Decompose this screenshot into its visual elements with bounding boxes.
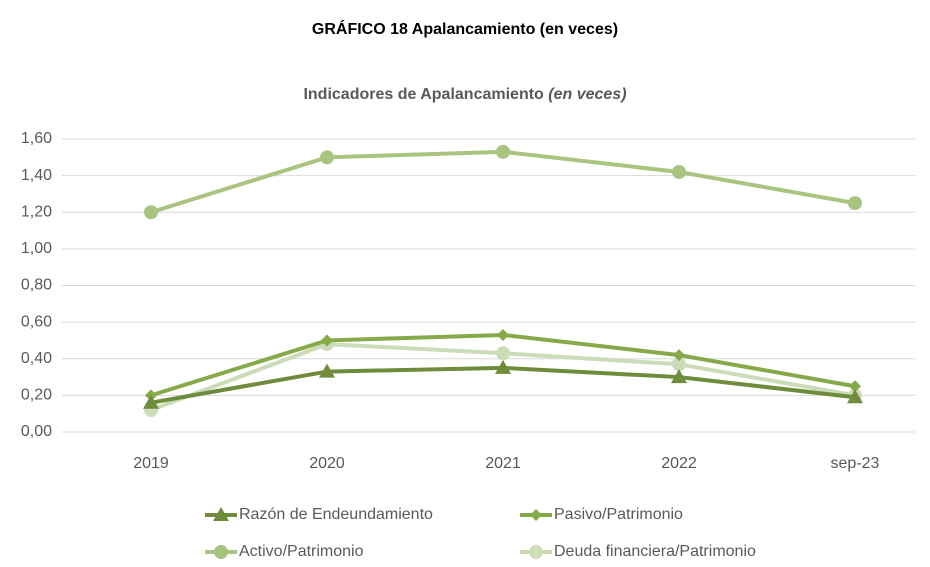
chart-title: GRÁFICO 18 Apalancamiento (en veces) [312,19,618,38]
chart-subtitle: Indicadores de Apalancamiento (en veces) [303,86,626,103]
data-point [496,346,510,361]
data-point [672,164,686,179]
y-tick-label: 0,00 [21,423,52,440]
data-point [847,389,863,404]
legend-label: Pasivo/Patrimonio [554,506,683,523]
data-point [496,144,510,159]
x-tick-label: 2019 [133,455,169,472]
subtitle-main: Indicadores de Apalancamiento [303,86,544,103]
data-point [320,150,334,165]
y-tick-label: 1,40 [21,167,52,184]
y-tick-label: 0,80 [21,277,52,294]
y-tick-label: 0,60 [21,313,52,330]
data-point [671,369,687,384]
y-tick-label: 0,40 [21,350,52,367]
data-point [497,328,509,341]
legend-marker [214,545,228,559]
data-point [319,363,335,378]
x-tick-label: 2022 [661,455,697,472]
data-point [672,357,686,372]
data-point [321,334,333,347]
data-point [143,394,159,409]
data-point [848,196,862,211]
x-tick-label: 2021 [485,455,521,472]
y-tick-label: 1,00 [21,240,52,257]
legend-label: Deuda financiera/Patrimonio [554,543,756,560]
y-tick-label: 1,20 [21,203,52,220]
subtitle-note: (en veces) [548,86,626,103]
legend-marker [530,509,542,521]
data-point [849,380,861,393]
legend-label: Activo/Patrimonio [239,543,364,560]
data-point [673,349,685,362]
legend-marker [529,545,543,559]
x-tick-label: 2020 [309,455,345,472]
x-tick-label: sep-23 [831,455,880,472]
y-tick-label: 1,60 [21,130,52,147]
data-point [495,359,511,374]
y-tick-label: 0,20 [21,387,52,404]
legend-marker [213,507,229,521]
legend-label: Razón de Endeundamiento [239,506,433,523]
series-line [150,149,856,215]
data-point [144,205,158,220]
